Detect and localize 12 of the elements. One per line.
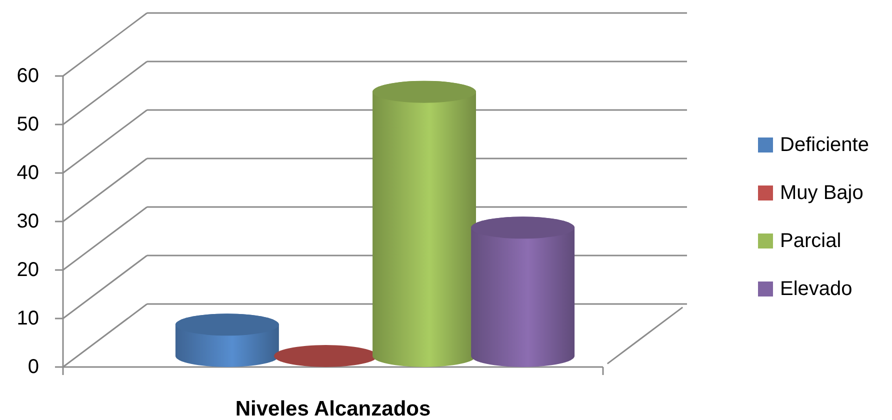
legend-label: Elevado <box>780 278 852 300</box>
y-tick-label: 50 <box>16 114 39 136</box>
y-tick-label: 60 <box>16 65 39 87</box>
y-tick-label: 0 <box>28 356 39 378</box>
x-axis-title: Niveles Alcanzados <box>235 398 431 420</box>
legend-label: Parcial <box>780 230 842 252</box>
y-tick-label: 40 <box>16 162 39 184</box>
y-tick-label: 10 <box>16 308 39 330</box>
y-tick-label: 20 <box>16 259 39 281</box>
legend-label: Deficiente <box>780 134 869 156</box>
legend-label: Muy Bajo <box>780 182 864 204</box>
y-tick-label: 30 <box>16 210 39 232</box>
